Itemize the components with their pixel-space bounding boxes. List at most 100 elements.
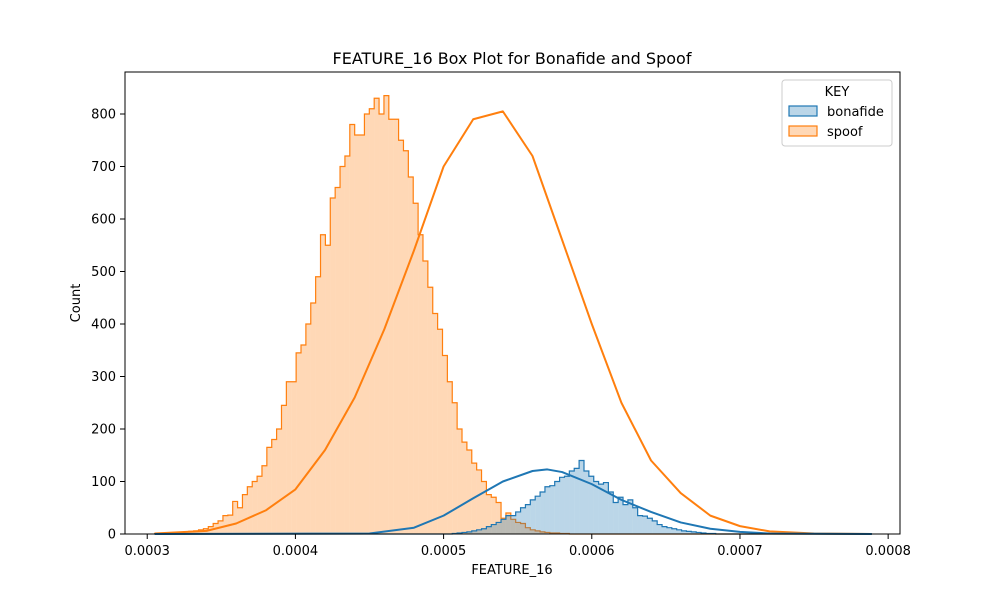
histogram-bar-bonafide: [520, 507, 526, 534]
histogram-bar-bonafide: [608, 492, 614, 534]
y-tick-label: 600: [91, 213, 116, 228]
histogram-bar-bonafide: [662, 526, 667, 534]
histogram-bar-spoof: [510, 519, 516, 534]
histogram-bar-spoof: [496, 502, 502, 534]
legend-title: KEY: [825, 85, 850, 100]
histogram-bar-bonafide: [657, 524, 663, 534]
histogram-bar-spoof: [315, 276, 321, 534]
kde-line-spoof: [154, 110, 872, 535]
histogram-bar-bonafide: [696, 532, 702, 534]
histogram-bar-spoof: [505, 513, 511, 534]
histogram-bar-bonafide: [549, 485, 555, 534]
histogram-bar-bonafide: [515, 511, 521, 534]
histogram-bar-spoof: [515, 522, 521, 534]
y-tick-label: 400: [91, 318, 116, 333]
histogram-bar-spoof: [432, 313, 438, 534]
histogram-bar-spoof: [457, 429, 463, 534]
y-tick-label: 0: [108, 528, 116, 543]
histogram-bar-spoof: [418, 234, 423, 534]
histogram-bar-bonafide: [491, 524, 497, 534]
histogram-bar-spoof: [301, 345, 306, 534]
histogram-bar-bonafide: [613, 502, 619, 534]
x-axis: 0.0003 0.0004 0.0005 0.0006 0.0007 0.0008: [124, 534, 911, 559]
histogram-bar-bonafide: [471, 530, 477, 534]
histogram-bar-bonafide: [569, 471, 575, 534]
histogram-bar-bonafide: [632, 507, 638, 534]
histogram-bar-spoof: [286, 381, 292, 534]
histogram-bar-spoof: [193, 530, 199, 534]
histogram-series-bonafide: [154, 459, 872, 535]
histogram-bar-spoof: [252, 481, 258, 534]
histogram-bar-bonafide: [603, 482, 609, 534]
y-axis: 0 100 200 300 400 500 600 700 800: [91, 108, 125, 543]
histogram-bar-spoof: [257, 476, 262, 534]
histogram-bar-spoof: [408, 177, 414, 534]
histogram-bar-spoof: [466, 450, 472, 534]
histogram-bar-spoof: [501, 518, 506, 534]
histogram-bar-bonafide: [486, 526, 492, 534]
y-tick-label: 500: [91, 265, 116, 280]
histogram-bar-spoof: [442, 355, 448, 534]
chart-title: FEATURE_16 Box Plot for Bonafide and Spo…: [333, 49, 692, 69]
histogram-bar-bonafide: [501, 519, 506, 534]
histogram-bar-bonafide: [540, 492, 545, 534]
histogram-bar-bonafide: [579, 460, 584, 534]
legend-box: [781, 79, 893, 147]
histogram-bar-bonafide: [481, 528, 487, 534]
histogram-bar-spoof: [349, 124, 355, 534]
x-tick-label: 0.0005: [421, 544, 467, 559]
legend-label-bonafide: bonafide: [827, 105, 884, 120]
histogram-bar-bonafide: [564, 476, 570, 534]
histogram-series-spoof: [154, 95, 872, 535]
histogram-bar-spoof: [491, 497, 497, 534]
y-tick-label: 800: [91, 108, 116, 123]
histogram-bar-spoof: [462, 442, 467, 535]
legend: KEY bonafide spoof: [781, 79, 893, 147]
histogram-bar-bonafide: [574, 468, 580, 535]
histogram-bar-spoof: [422, 261, 428, 534]
histogram-bar-spoof: [330, 198, 336, 534]
histogram-bar-spoof: [364, 114, 370, 534]
histogram-bar-bonafide: [598, 484, 604, 535]
histogram-bar-bonafide: [666, 527, 672, 534]
histogram-bar-bonafide: [593, 481, 599, 534]
histogram-bar-spoof: [296, 352, 302, 535]
histogram-bar-spoof: [359, 135, 365, 534]
histogram-bar-bonafide: [647, 518, 653, 534]
histogram-bar-spoof: [344, 156, 350, 534]
histogram-bar-spoof: [398, 140, 404, 534]
histogram-bar-spoof: [544, 532, 550, 534]
y-axis-label: Count: [69, 284, 84, 323]
histogram-bar-spoof: [276, 429, 282, 534]
legend-swatch-bonafide: [788, 105, 818, 117]
histogram-bar-bonafide: [476, 529, 482, 534]
y-tick-label: 300: [91, 370, 116, 385]
histogram-bar-spoof: [535, 530, 541, 534]
histogram-bar-spoof: [305, 324, 311, 534]
histogram-bar-spoof: [486, 494, 492, 535]
histogram-bar-bonafide: [554, 481, 560, 534]
histogram-bar-spoof: [383, 95, 389, 535]
y-tick-label: 700: [91, 160, 116, 175]
histogram-bar-spoof: [476, 469, 482, 534]
axes-frame: [124, 71, 901, 535]
histogram-bar-spoof: [393, 119, 399, 534]
histogram-bar-spoof: [325, 245, 331, 534]
x-axis-label: FEATURE_16: [471, 563, 552, 578]
histogram-bar-bonafide: [525, 504, 531, 534]
histogram-bar-bonafide: [510, 515, 516, 535]
histogram-bar-bonafide: [588, 476, 594, 534]
histogram-bar-spoof: [525, 527, 531, 534]
histogram-bar-spoof: [388, 119, 394, 534]
histogram-bar-spoof: [403, 150, 409, 534]
legend-label-spoof: spoof: [827, 125, 863, 140]
histogram-bar-spoof: [188, 531, 194, 535]
histogram-bar-spoof: [291, 381, 297, 534]
histogram-bar-bonafide: [642, 516, 648, 534]
y-tick-label: 100: [91, 475, 116, 490]
histogram-bar-bonafide: [676, 529, 682, 534]
histogram-bar-spoof: [340, 166, 345, 534]
histogram-bar-bonafide: [496, 522, 502, 534]
